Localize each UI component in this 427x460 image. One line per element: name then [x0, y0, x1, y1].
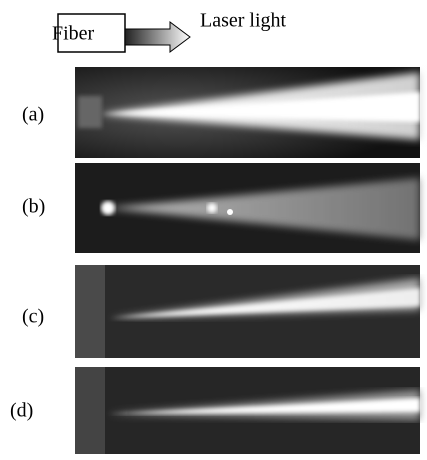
panel-a	[75, 67, 420, 158]
figure: Fiber Laser light (a) (b) (c) (d)	[0, 0, 427, 455]
fiber-tip	[78, 96, 102, 128]
panel-label: (a)	[22, 104, 44, 126]
panel-c	[75, 265, 420, 358]
panel-b	[75, 163, 420, 253]
spot	[101, 201, 115, 215]
arrow	[125, 22, 190, 52]
spot	[227, 209, 233, 215]
fiber-holder	[75, 265, 105, 358]
laser-label: Laser light	[200, 10, 287, 32]
panel-label: (c)	[22, 306, 44, 328]
panel-label: (d)	[10, 400, 33, 422]
spot	[207, 203, 217, 213]
panel-label: (b)	[22, 196, 45, 218]
fiber-holder	[75, 367, 105, 454]
page: Fiber Laser light (a) (b) (c) (d) (() =>…	[0, 0, 427, 460]
fiber-label: Fiber	[52, 23, 95, 45]
panel-d	[75, 367, 420, 454]
